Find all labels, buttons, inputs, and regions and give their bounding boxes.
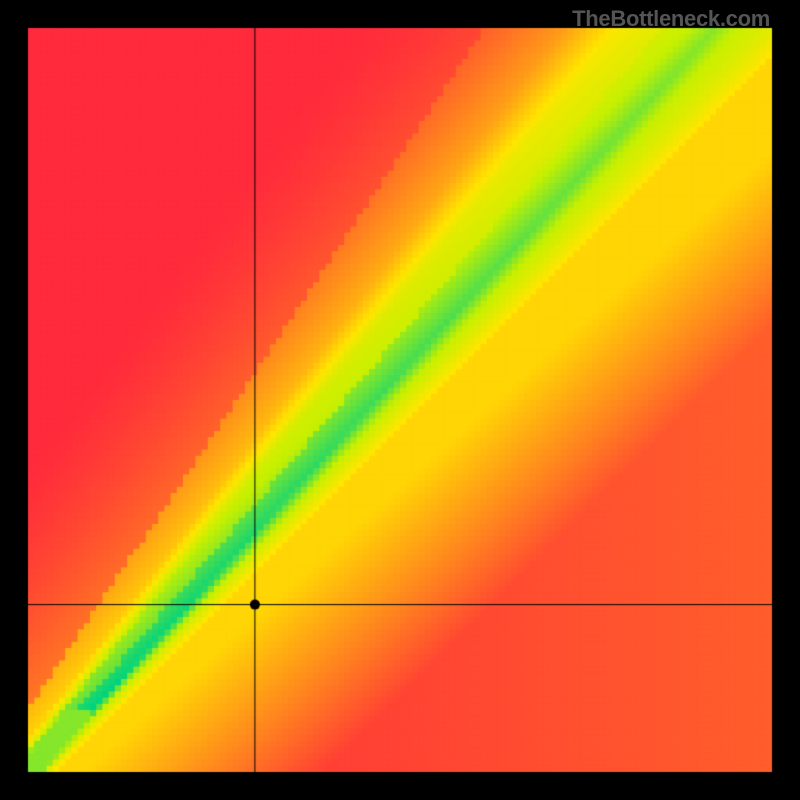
chart-container: TheBottleneck.com <box>0 0 800 800</box>
bottleneck-heatmap <box>0 0 800 800</box>
watermark-text: TheBottleneck.com <box>572 6 770 32</box>
